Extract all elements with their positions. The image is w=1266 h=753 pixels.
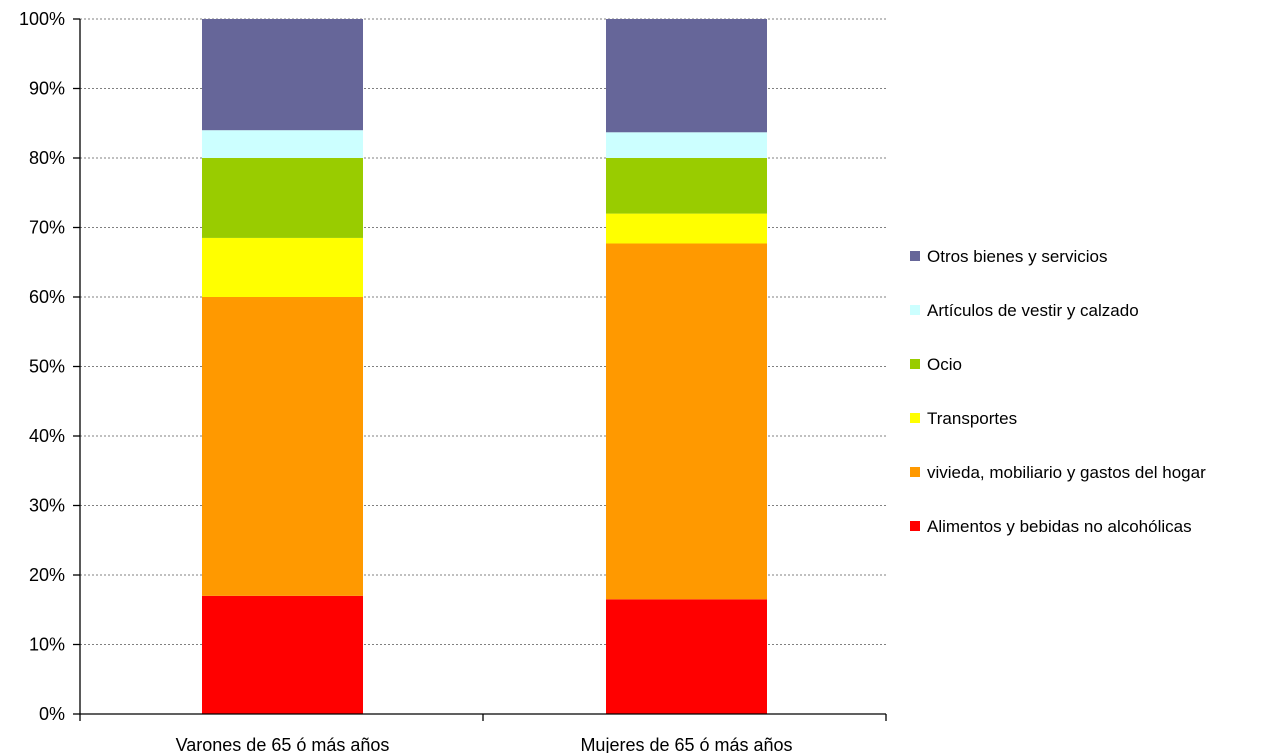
y-tick-label: 40% — [29, 426, 65, 446]
legend-item: Transportes — [910, 409, 1017, 428]
y-tick-label: 80% — [29, 148, 65, 168]
bar-segment — [202, 595, 363, 714]
bar-segment — [202, 130, 363, 158]
bar-segment — [606, 158, 767, 214]
y-axis-tick-labels: 0% 10% 20% 30% 40% 50% 60% 70% 80% 90% 100% — [19, 9, 65, 724]
y-tick-label: 100% — [19, 9, 65, 29]
legend-label: Artículos de vestir y calzado — [927, 301, 1139, 320]
bar-segment — [202, 19, 363, 131]
legend-swatch — [910, 467, 920, 477]
legend-item: Otros bienes y servicios — [910, 247, 1107, 266]
x-axis-category-labels: Varones de 65 ó más años Mujeres de 65 ó … — [176, 735, 793, 753]
legend: Otros bienes y servicios Artículos de ves… — [910, 247, 1206, 536]
axes — [73, 18, 887, 721]
legend-swatch — [910, 413, 920, 423]
y-tick-label: 10% — [29, 635, 65, 655]
legend-swatch — [910, 305, 920, 315]
legend-item: vivieda, mobiliario y gastos del hogar — [910, 463, 1206, 482]
y-tick-label: 90% — [29, 79, 65, 99]
x-category-label: Varones de 65 ó más años — [176, 735, 390, 753]
legend-label: vivieda, mobiliario y gastos del hogar — [927, 463, 1206, 482]
y-tick-label: 30% — [29, 496, 65, 516]
legend-item: Ocio — [910, 355, 962, 374]
bar-segment — [606, 243, 767, 600]
legend-label: Ocio — [927, 355, 962, 374]
bar-segment — [202, 297, 363, 596]
bar-segment — [606, 132, 767, 158]
bars — [202, 19, 767, 714]
y-tick-label: 60% — [29, 287, 65, 307]
bar-segment — [202, 158, 363, 238]
legend-swatch — [910, 251, 920, 261]
legend-item: Artículos de vestir y calzado — [910, 301, 1139, 320]
y-tick-label: 20% — [29, 565, 65, 585]
legend-label: Transportes — [927, 409, 1017, 428]
y-tick-label: 70% — [29, 218, 65, 238]
y-tick-label: 0% — [39, 704, 65, 724]
x-category-label: Mujeres de 65 ó más años — [580, 735, 792, 753]
legend-item: Alimentos y bebidas no alcohólicas — [910, 517, 1192, 536]
legend-label: Otros bienes y servicios — [927, 247, 1107, 266]
bar-segment — [606, 213, 767, 244]
legend-swatch — [910, 359, 920, 369]
bar-segment — [606, 599, 767, 714]
y-tick-label: 50% — [29, 357, 65, 377]
legend-swatch — [910, 521, 920, 531]
legend-label: Alimentos y bebidas no alcohólicas — [927, 517, 1192, 536]
bar-segment — [202, 237, 363, 297]
bar-segment — [606, 19, 767, 133]
